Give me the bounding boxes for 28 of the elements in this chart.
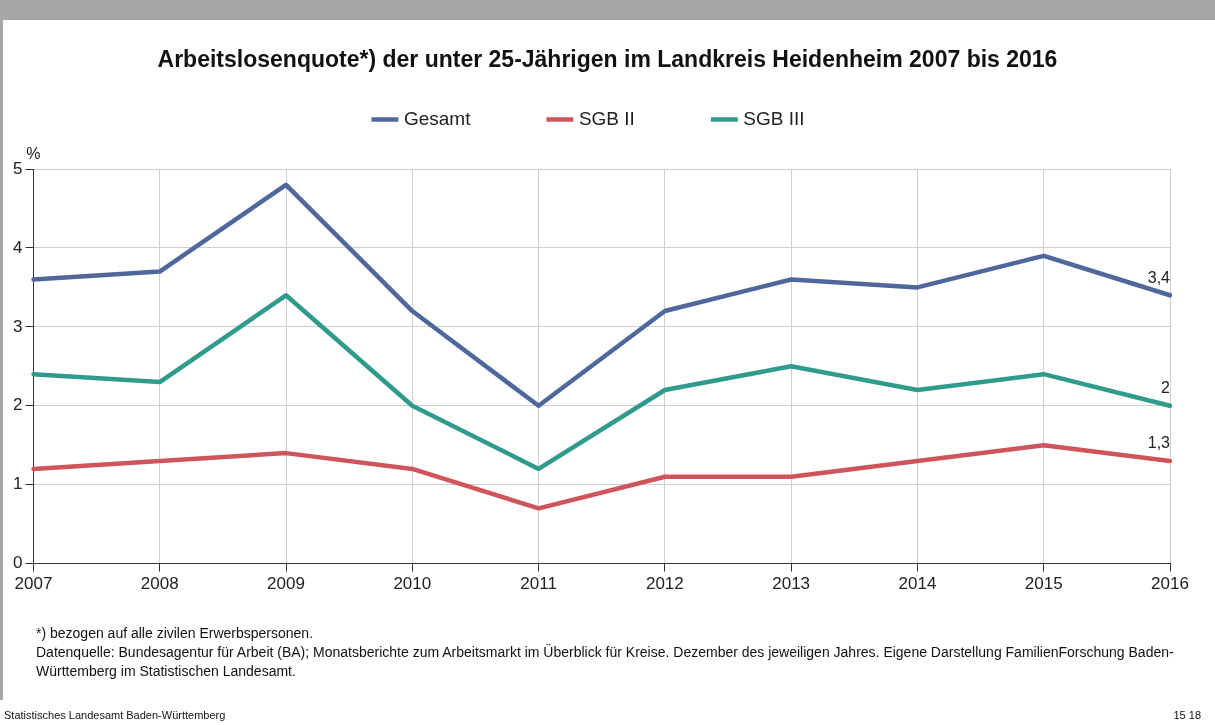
text: Datenquelle: Bundesagentur für Arbeit (BA); Monatsberichte zum Arbeitsmarkt im Überblick für Kreise. Dezember des jeweiligen Jahres. Eigene Darstellung FamilienForschung Baden-Württemberg im Statistischen Landesamt. (36, 643, 1175, 681)
text: Statistisches Landesamt Baden-Württemberg (4, 709, 226, 721)
data-label: 3,4 (1147, 268, 1171, 286)
legend-label: SGB III (743, 107, 805, 129)
y-tick-label: 5 (12, 158, 23, 178)
chart-title: Arbeitslosenquote*) der unter 25-Jährigen im Landkreis Heidenheim 2007 bis 2016 (156, 46, 1059, 73)
x-tick-label: 2015 (1024, 574, 1063, 594)
legend-label: Gesamt (403, 107, 472, 129)
legend-label: SGB II (578, 107, 635, 129)
x-tick-label: 2014 (898, 574, 937, 594)
x-tick-label: 2011 (520, 574, 557, 594)
x-tick-label: 2010 (393, 574, 432, 594)
x-tick-label: 2008 (140, 574, 179, 594)
text: *) bezogen auf alle zivilen Erwerbspersonen. (36, 624, 315, 643)
text: 15 18 (1173, 709, 1201, 721)
y-tick-label: 0 (12, 553, 23, 573)
y-axis-title: % (26, 145, 41, 163)
data-label: 1,3 (1147, 434, 1171, 452)
y-tick-label: 1 (12, 474, 23, 494)
y-tick-label: 3 (12, 316, 23, 336)
x-tick-label: 2012 (645, 574, 684, 594)
data-label: 2 (1161, 379, 1171, 397)
x-tick-label: 2016 (1151, 574, 1189, 594)
x-tick-label: 2007 (14, 574, 53, 594)
x-tick-label: 2013 (772, 574, 811, 594)
y-tick-label: 4 (12, 237, 23, 257)
x-tick-label: 2009 (267, 574, 305, 594)
y-tick-label: 2 (12, 395, 23, 415)
